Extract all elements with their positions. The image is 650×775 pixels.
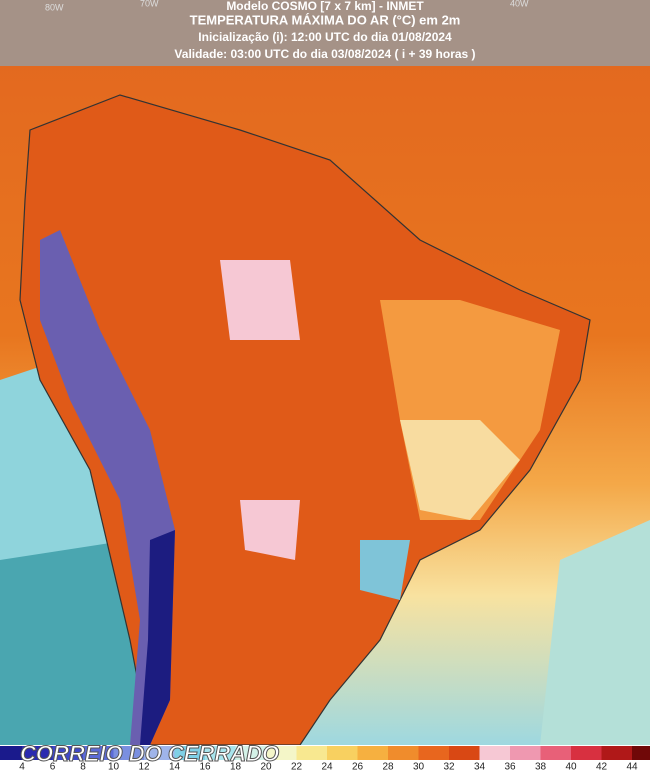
colorbar-label: 8 xyxy=(80,762,86,773)
colorbar: 4 6 8 10 12 14 16 18 20 22 24 26 28 30 32 34 36 38 40 42 44 xyxy=(0,746,650,773)
colorbar-label: 12 xyxy=(138,762,150,773)
model-label: Modelo COSMO [7 x 7 km] - INMET xyxy=(226,0,424,13)
colorbar-cell xyxy=(632,746,650,760)
colorbar-label: 32 xyxy=(443,762,455,773)
colorbar-cell xyxy=(601,746,632,760)
southeast-mild xyxy=(400,420,520,520)
watermark: CORREIO DO CERRADO xyxy=(20,741,279,766)
colorbar-label: 26 xyxy=(352,762,364,773)
header-band xyxy=(0,0,650,66)
lon-label: 80W xyxy=(45,2,64,12)
colorbar-cell xyxy=(174,746,205,760)
colorbar-cell xyxy=(418,746,449,760)
south-cool xyxy=(360,540,410,600)
colorbar-label: 36 xyxy=(504,762,516,773)
colorbar-label: 4 xyxy=(19,762,25,773)
atlantic-cool xyxy=(540,520,650,745)
colorbar-label: 28 xyxy=(382,762,394,773)
init-label: Inicialização (i): 12:00 UTC do dia 01/0… xyxy=(198,30,452,44)
lon-label: 40W xyxy=(510,0,529,8)
colorbar-cell xyxy=(388,746,419,760)
colorbar-label: 40 xyxy=(565,762,577,773)
colorbar-cell xyxy=(0,746,22,760)
colorbar-cell xyxy=(540,746,571,760)
colorbar-cell xyxy=(113,746,144,760)
colorbar-cell xyxy=(144,746,175,760)
colorbar-cell xyxy=(235,746,266,760)
colorbar-label: 42 xyxy=(596,762,608,773)
colorbar-cell xyxy=(22,746,53,760)
colorbar-cell xyxy=(510,746,541,760)
colorbar-label: 14 xyxy=(169,762,181,773)
colorbar-label: 18 xyxy=(230,762,242,773)
andes xyxy=(40,230,175,745)
colorbar-cell xyxy=(266,746,297,760)
andes-cold xyxy=(140,530,175,745)
colorbar-label: 16 xyxy=(199,762,211,773)
colorbar-label: 10 xyxy=(108,762,120,773)
colorbar-label: 6 xyxy=(50,762,56,773)
colorbar-label: 34 xyxy=(474,762,486,773)
colorbar-label: 44 xyxy=(626,762,638,773)
hot-spot-1 xyxy=(220,260,300,340)
pacific-cold xyxy=(0,540,140,745)
colorbar-cell xyxy=(83,746,114,760)
colorbar-label: 38 xyxy=(535,762,547,773)
colorbar-label: 30 xyxy=(413,762,425,773)
valid-label: Validade: 03:00 UTC do dia 03/08/2024 ( … xyxy=(174,47,475,61)
lon-label: 70W xyxy=(140,0,159,8)
colorbar-cell xyxy=(327,746,358,760)
colorbar-cell xyxy=(52,746,83,760)
colorbar-cell xyxy=(357,746,388,760)
colorbar-cell xyxy=(479,746,510,760)
colorbar-cell xyxy=(296,746,327,760)
hot-spot-2 xyxy=(240,500,300,560)
title: TEMPERATURA MÁXIMA DO AR (°C) em 2m xyxy=(190,12,461,27)
colorbar-cell xyxy=(449,746,480,760)
colorbar-cell xyxy=(571,746,602,760)
colorbar-label: 24 xyxy=(321,762,333,773)
colorbar-label: 22 xyxy=(291,762,303,773)
colorbar-cell xyxy=(205,746,236,760)
colorbar-label: 20 xyxy=(260,762,272,773)
